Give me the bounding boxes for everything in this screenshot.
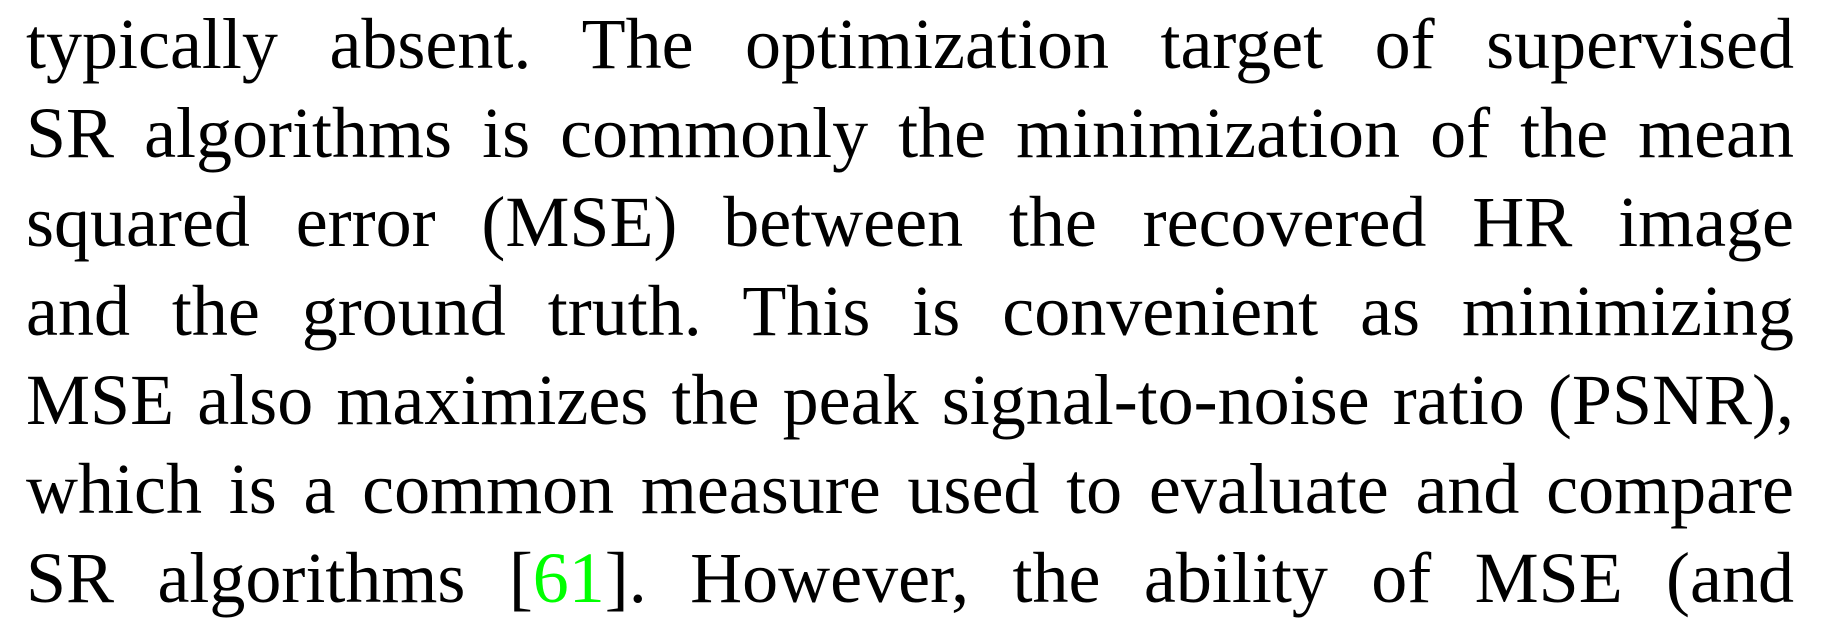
citation-link[interactable]: 61 <box>532 538 605 618</box>
paragraph-line: which is a common measure used to evalua… <box>26 449 1794 529</box>
paragraph-line: MSE also maximizes the peak signal-to-no… <box>26 360 1794 440</box>
paper-paragraph: typically absent. The optimization targe… <box>26 0 1794 623</box>
line-text-after-citation: ]. However, the ability of MSE (and <box>604 538 1794 618</box>
paragraph-line-with-citation: SR algorithms [61]. However, the ability… <box>26 534 1794 623</box>
paragraph-line: squared error (MSE) between the recovere… <box>26 182 1794 262</box>
line-text-before-citation: SR algorithms [ <box>26 538 533 618</box>
paragraph-line: typically absent. The optimization targe… <box>26 4 1794 84</box>
paragraph-line: and the ground truth. This is convenient… <box>26 271 1794 351</box>
paragraph-line: SR algorithms is commonly the minimizati… <box>26 93 1794 173</box>
